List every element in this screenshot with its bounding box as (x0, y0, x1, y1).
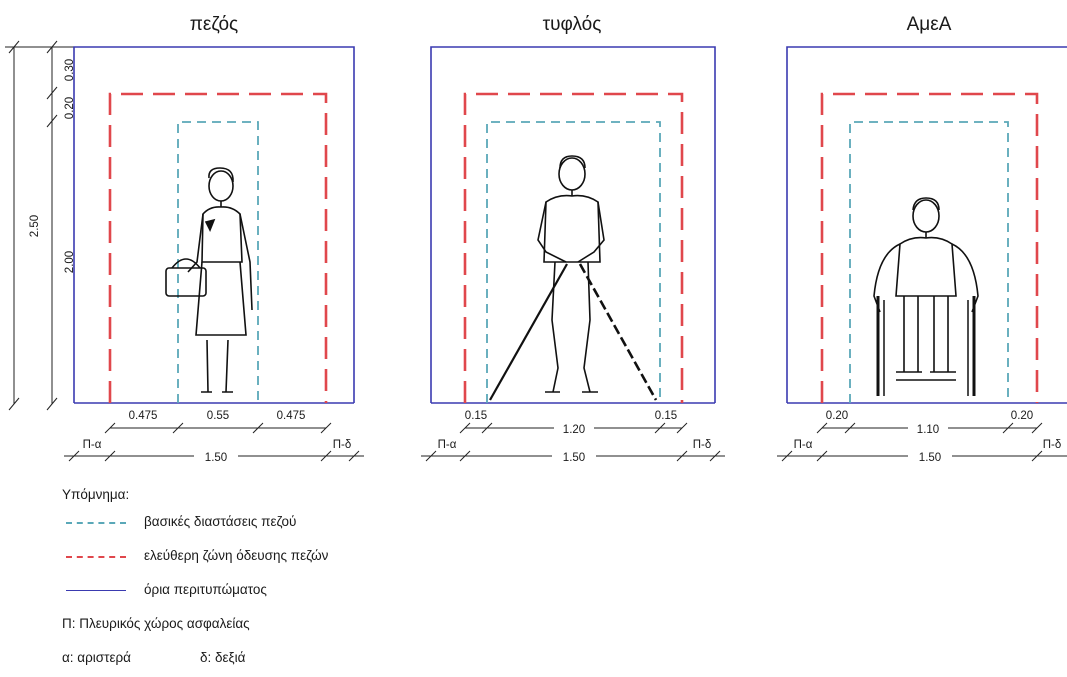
dim-right-margin: 0.15 (655, 410, 677, 422)
vertical-dimensions (5, 40, 74, 411)
dim-left-margin: 0.15 (465, 410, 487, 422)
legend-item-free-zone: ελεύθερη ζώνη όδευσης πεζών (62, 548, 462, 568)
legend-item-basic: βασικές διαστάσεις πεζού (62, 514, 462, 534)
legend-label-free-zone: ελεύθερη ζώνη όδευσης πεζών (144, 548, 329, 563)
legend-swatch-basic (66, 522, 126, 524)
dim-left-margin: 0.475 (129, 410, 158, 422)
dim-body-width: 1.10 (917, 424, 939, 436)
legend-label-basic: βασικές διαστάσεις πεζού (144, 514, 297, 529)
blind-man-with-canes-icon (489, 155, 658, 401)
dim-total-width: 1.50 (919, 452, 941, 464)
basic-dimension-outline (849, 121, 1009, 403)
panel-title-disabled: ΑμεΑ (907, 14, 952, 35)
dim-left-margin: 0.20 (826, 410, 848, 422)
wheelchair-user-icon (873, 197, 979, 396)
free-zone-outline (820, 92, 1039, 403)
dim-side-right: Π-δ (1043, 439, 1062, 451)
legend-swatch-free-zone (66, 556, 126, 558)
dim-top-gap: 0.30 (64, 59, 76, 81)
dim-right-margin: 0.20 (1011, 410, 1033, 422)
legend-note-side-space: Π: Πλευρικός χώρος ασφαλείας (62, 616, 250, 631)
legend-note-left: α: αριστερά (62, 650, 131, 665)
dim-side-left: Π-α (83, 439, 102, 451)
panel-blind: 0.15 1.20 0.15 Π-α 1.50 Π-δ (421, 46, 725, 464)
legend-heading: Υπόμνημα: (62, 487, 130, 502)
dim-side-left: Π-α (794, 439, 813, 451)
legend-item-boundary: όρια περιτυπώματος (62, 582, 462, 602)
sidewalk-boundary-outline (786, 46, 1067, 403)
panel-title-pedestrian: πεζός (190, 14, 238, 35)
dim-right-margin: 0.475 (277, 410, 306, 422)
basic-dimension-outline (486, 121, 661, 403)
panel-pedestrian: 0.475 0.55 0.475 Π-α 1.50 Π-δ (64, 46, 364, 464)
dim-body-width: 1.20 (563, 424, 585, 436)
legend-label-boundary: όρια περιτυπώματος (144, 582, 267, 597)
sidewalk-boundary-outline (73, 46, 355, 403)
panel-title-blind: τυφλός (543, 14, 602, 35)
legend-note-right: δ: δεξιά (200, 650, 246, 665)
dim-side-right: Π-δ (693, 439, 712, 451)
pedestrian-woman-icon (165, 167, 253, 393)
dim-side-left: Π-α (438, 439, 457, 451)
dim-inner-height: 2.00 (64, 251, 76, 273)
dim-mid-gap: 0.20 (64, 97, 76, 119)
free-zone-outline (108, 92, 328, 403)
panel-disabled: 0.20 1.10 0.20 Π-α 1.50 Π-δ (777, 46, 1067, 464)
dim-total-height: 2.50 (29, 215, 41, 237)
dim-body-width: 0.55 (207, 410, 229, 422)
free-zone-outline (463, 92, 684, 403)
dim-total-width: 1.50 (205, 452, 227, 464)
sidewalk-boundary-outline (430, 46, 716, 403)
legend-swatch-boundary (66, 590, 126, 591)
dim-side-right: Π-δ (333, 439, 352, 451)
dim-total-width: 1.50 (563, 452, 585, 464)
